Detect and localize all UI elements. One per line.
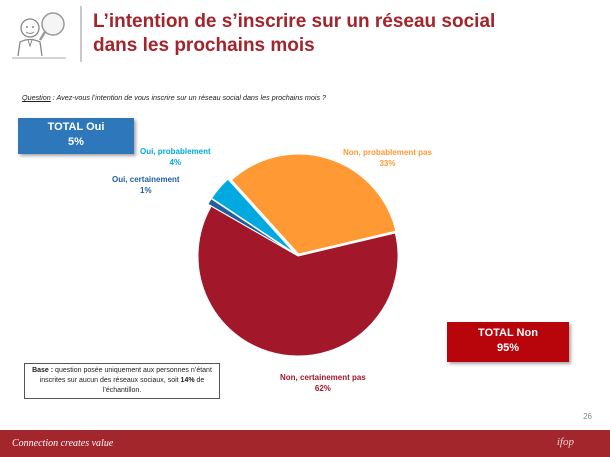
title-line-1: L’intention de s’inscrire sur un réseau … (93, 11, 496, 32)
label-oui-probablement: Oui, probablement 4% (140, 146, 211, 168)
label-oui-probablement-value: 4% (169, 158, 182, 167)
pie-slice-non-certainement-pas (197, 205, 399, 357)
pie-slice-oui-probablement (210, 178, 296, 254)
total-non-value: 95% (496, 342, 520, 354)
pie-slice-oui-certainement (207, 198, 295, 255)
footer-bar: Connection creates value ifop (0, 430, 610, 457)
label-non-probablement-name: Non, probablement pas (343, 148, 432, 157)
label-non-certainement: Non, certainement pas 62% (280, 372, 366, 394)
base-note-bold2: 14% (180, 377, 195, 384)
label-oui-certainement-name: Oui, certainement (112, 175, 180, 184)
total-non-box: TOTAL Non 95% (447, 322, 569, 362)
base-note-bold: Base : (32, 367, 54, 374)
total-oui-box: TOTAL Oui 5% (18, 118, 134, 154)
label-non-probablement: Non, probablement pas 33% (343, 147, 432, 169)
label-oui-probablement-name: Oui, probablement (140, 147, 211, 156)
person-magnifier-icon (12, 12, 66, 59)
label-non-certainement-value: 62% (314, 384, 331, 393)
pie-slice-non-probablement-pas (230, 153, 397, 255)
total-non-label: TOTAL Non (478, 327, 538, 339)
question-label: Question (22, 93, 51, 102)
title-line-2: dans les prochains mois (93, 35, 315, 56)
page-title: L’intention de s’inscrire sur un réseau … (93, 10, 593, 58)
question-body: : Avez-vous l’intention de vous inscrire… (50, 93, 327, 102)
footer-tagline: Connection creates value (12, 438, 114, 449)
base-note-text1: question posée uniquement aux personnes … (39, 367, 212, 384)
base-note-text2: de l’échantillon. (102, 377, 205, 394)
footer-logo: ifop (556, 436, 574, 448)
total-oui-label: TOTAL Oui (47, 121, 105, 133)
page-number: 26 (583, 412, 592, 421)
label-non-certainement-name: Non, certainement pas (280, 373, 366, 382)
base-note: Base : question posée uniquement aux per… (24, 363, 220, 399)
label-oui-certainement-value: 1% (140, 186, 152, 195)
title-divider (80, 6, 82, 62)
question-text: Question : Avez-vous l’intention de vous… (22, 93, 326, 102)
label-non-probablement-value: 33% (379, 159, 396, 168)
label-oui-certainement: Oui, certainement 1% (112, 174, 180, 196)
total-oui-value: 5% (68, 136, 84, 148)
